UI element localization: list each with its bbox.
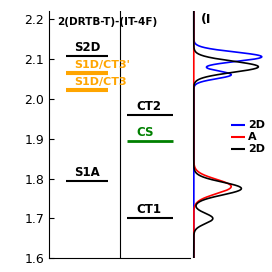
Text: S2D: S2D — [75, 41, 101, 54]
Text: 2(DRTB-T)-(IT-4F): 2(DRTB-T)-(IT-4F) — [57, 17, 158, 27]
Text: CT2: CT2 — [137, 100, 162, 113]
Text: A: A — [248, 132, 257, 142]
Text: CT1: CT1 — [137, 203, 162, 217]
Text: S1D/CT3: S1D/CT3 — [75, 77, 127, 87]
Text: 2D: 2D — [248, 144, 265, 154]
Text: (I: (I — [200, 13, 211, 26]
Text: CS: CS — [137, 126, 154, 139]
Text: 2D: 2D — [248, 120, 265, 130]
Text: S1A: S1A — [75, 166, 100, 178]
Text: S1D/CT3': S1D/CT3' — [75, 60, 130, 70]
